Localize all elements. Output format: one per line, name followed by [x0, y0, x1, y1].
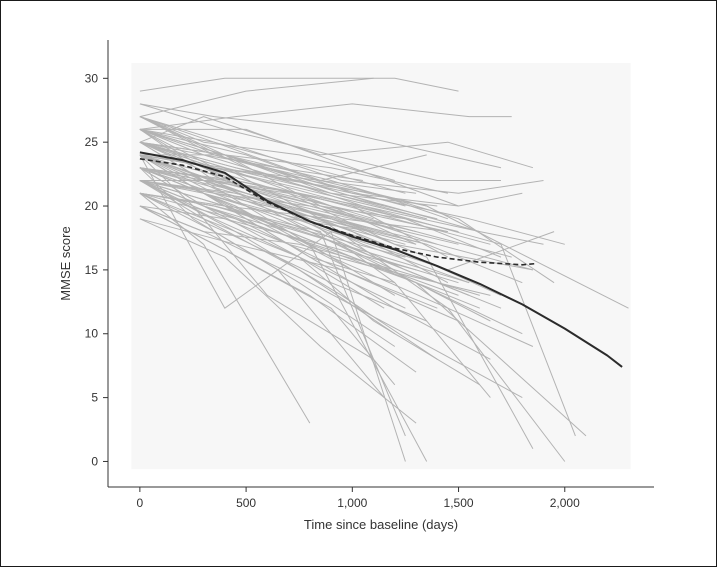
trajectory-line: [139, 116, 534, 169]
axes: 0 500 1,000 1,500 2,000 0 5 10 15 20 25 30: [85, 40, 654, 510]
x-tick-label: 1,500: [444, 496, 474, 510]
trajectory-line: [139, 154, 427, 220]
trajectory-line: [139, 205, 417, 271]
trajectory-line: [139, 167, 374, 233]
trajectory-line: [139, 180, 417, 245]
trajectory-line: [139, 103, 501, 181]
trajectory-line: [139, 141, 363, 181]
trajectory-line: [139, 154, 491, 245]
trajectory-line: [139, 77, 374, 118]
y-tick-label: 20: [85, 199, 99, 213]
x-tick-label: 500: [236, 496, 256, 510]
trajectory-line: [139, 103, 502, 169]
y-tick-label: 5: [91, 391, 98, 405]
trajectory-line: [139, 77, 459, 92]
trajectory-line: [139, 167, 449, 284]
individual-trajectories: [139, 77, 629, 462]
fitted-trend-lines: [139, 151, 623, 368]
trajectory-line: [139, 154, 587, 437]
trajectory-line: [139, 103, 512, 130]
trajectory-line: [139, 128, 459, 207]
fit-line-dashed: [139, 158, 538, 266]
trajectory-line: [139, 141, 438, 207]
trajectory-line: [139, 218, 438, 309]
trajectory-line: [139, 192, 438, 245]
trajectory-line: [139, 116, 395, 181]
trajectory-line: [139, 154, 385, 207]
x-tick-label: 0: [137, 496, 144, 510]
y-tick-label: 15: [85, 263, 99, 277]
trajectory-line: [139, 116, 427, 181]
x-axis-title: Time since baseline (days): [304, 517, 458, 532]
trajectory-line: [139, 218, 417, 424]
trajectory-line: [139, 116, 544, 194]
trajectory-line: [139, 192, 396, 347]
y-tick-label: 30: [85, 71, 99, 85]
trajectory-line: [139, 192, 311, 424]
trajectory-line: [139, 205, 395, 271]
trajectory-line: [139, 128, 406, 194]
trajectory-line: [139, 128, 406, 207]
x-tick-label: 2,000: [550, 496, 580, 510]
trajectory-line: [139, 180, 448, 233]
trajectory-line: [139, 167, 427, 245]
fit-line-solid: [139, 151, 623, 368]
trajectory-line: [139, 180, 395, 284]
y-tick-label: 25: [85, 135, 99, 149]
trajectory-line: [139, 192, 459, 296]
trajectory-line: [139, 141, 449, 233]
x-tick-label: 1,000: [337, 496, 367, 510]
trajectory-line: [139, 141, 406, 245]
trajectory-line: [139, 192, 406, 258]
y-axis-title: MMSE score: [58, 226, 73, 300]
y-tick-label: 0: [91, 454, 98, 468]
trajectory-line: [139, 141, 449, 194]
y-tick-label: 10: [85, 327, 99, 341]
trajectory-line: [139, 180, 396, 335]
trajectory-line: [139, 167, 406, 220]
trajectory-line: [139, 128, 449, 220]
trajectory-line: [139, 205, 417, 373]
